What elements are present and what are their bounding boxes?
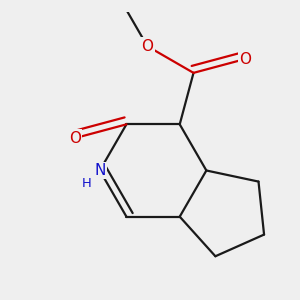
Text: N: N [94,163,106,178]
Text: O: O [141,39,153,54]
Text: H: H [82,177,91,190]
Text: O: O [239,52,251,67]
Text: O: O [69,130,81,146]
